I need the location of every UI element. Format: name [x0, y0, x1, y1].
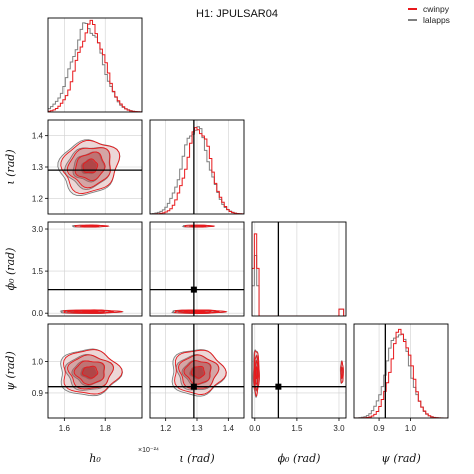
panel-psi-vs-phi0	[251, 323, 347, 419]
y-tick-label-iota: 1.4	[32, 132, 44, 141]
contour-psi-h0-cwinpy-level-2	[73, 360, 106, 385]
x-tick-label-phi0: 0.0	[249, 424, 261, 433]
histogram-psi-cwinpy	[354, 328, 448, 418]
panel-frame	[149, 119, 245, 215]
contour-psi-iota-cwinpy-level-2	[183, 360, 212, 385]
panel-frame	[251, 221, 347, 317]
panel-frame	[47, 17, 143, 113]
contour-psi-h0-cwinpy-level-0	[63, 349, 123, 395]
contour-psi-phi0-mode0-cwinpy-level-3	[255, 366, 258, 379]
x-tick-label-iota: 1.2	[160, 424, 172, 433]
legend: cwinpy lalapps	[408, 3, 450, 25]
contour-phi0-h0-mode0-cwinpy-level-3	[82, 310, 99, 313]
y-tick-label-psi: 0.9	[32, 389, 44, 398]
panel-frame	[47, 221, 143, 317]
contour-psi-phi0-mode1-cwinpy-level-1	[340, 366, 344, 379]
panel-phi0-vs-phi0	[251, 221, 347, 317]
y-axis-label-phi0: ϕ₀ (rad)	[4, 248, 17, 291]
y-tick-label-phi0: 1.5	[32, 267, 44, 276]
panel-frame	[251, 323, 347, 419]
panel-psi-vs-h0	[47, 323, 143, 419]
x-axis-label-psi: ψ (rad)	[381, 452, 421, 465]
x-tick-label-phi0: 3.0	[333, 424, 345, 433]
panel-frame	[149, 221, 245, 317]
y-axis-label-iota: ι (rad)	[4, 149, 17, 184]
legend-label-cwinpy: cwinpy	[423, 3, 449, 14]
truth-marker	[190, 286, 197, 293]
x-tick-label-phi0: 1.5	[291, 424, 303, 433]
y-tick-label-phi0: 0.0	[32, 309, 44, 318]
legend-swatch-cwinpy	[408, 7, 417, 10]
x-tick-label-h0: 1.6	[59, 424, 71, 433]
legend-label-lalapps: lalapps	[423, 14, 450, 25]
chart-title: H1: JPULSAR04	[196, 8, 278, 20]
y-tick-label-phi0: 3.0	[32, 225, 44, 234]
x-axis-exponent-h0: ×10⁻²⁴	[138, 447, 159, 454]
legend-swatch-lalapps	[408, 18, 417, 21]
contour-phi0-iota-mode0-cwinpy-level-3	[190, 310, 206, 313]
contour-psi-iota-cwinpy-level-3	[190, 365, 206, 379]
legend-entry-cwinpy: cwinpy	[408, 3, 450, 14]
panel-frame	[47, 323, 143, 419]
panel-psi-vs-psi	[353, 323, 449, 419]
legend-entry-lalapps: lalapps	[408, 14, 450, 25]
x-axis-label-iota: ι (rad)	[179, 452, 214, 465]
contour-psi-phi0-mode0-cwinpy-level-2	[254, 360, 259, 385]
histogram-h0-cwinpy	[48, 19, 142, 112]
x-tick-label-iota: 1.3	[191, 424, 203, 433]
panel-psi-vs-iota	[149, 323, 245, 419]
contour-phi0-iota-mode1-cwinpy-level-1	[190, 225, 207, 228]
x-tick-label-iota: 1.4	[223, 424, 235, 433]
y-axis-label-psi: ψ (rad)	[4, 351, 17, 391]
contour-psi-h0-cwinpy-level-3	[82, 365, 99, 379]
panel-phi0-vs-iota	[149, 221, 245, 317]
y-tick-label-iota: 1.2	[32, 194, 44, 203]
x-axis-label-h0: h₀	[89, 452, 101, 465]
histogram-phi0-cwinpy	[252, 233, 346, 316]
contour-iota-h0-cwinpy-level-2	[74, 151, 106, 182]
histogram-iota-cwinpy	[150, 127, 244, 214]
histogram-h0-lalapps	[48, 22, 142, 112]
contour-iota-h0-cwinpy-level-1	[66, 147, 111, 189]
truth-marker	[275, 383, 282, 390]
contour-phi0-h0-mode1-cwinpy-level-1	[81, 225, 101, 228]
histogram-phi0-lalapps	[252, 254, 346, 316]
histogram-psi-lalapps	[354, 333, 448, 418]
panel-phi0-vs-h0	[47, 221, 143, 317]
panel-frame	[353, 323, 449, 419]
panel-h0-vs-h0	[47, 17, 143, 113]
x-tick-label-psi: 1.0	[405, 424, 417, 433]
y-tick-label-iota: 1.3	[32, 163, 44, 172]
truth-marker	[190, 383, 197, 390]
panel-iota-vs-iota	[149, 119, 245, 215]
panel-iota-vs-h0	[47, 119, 143, 215]
y-tick-label-psi: 1.0	[32, 358, 44, 367]
x-tick-label-h0: 1.8	[100, 424, 112, 433]
x-tick-label-psi: 0.9	[374, 424, 386, 433]
x-axis-label-phi0: ϕ₀ (rad)	[278, 452, 321, 465]
